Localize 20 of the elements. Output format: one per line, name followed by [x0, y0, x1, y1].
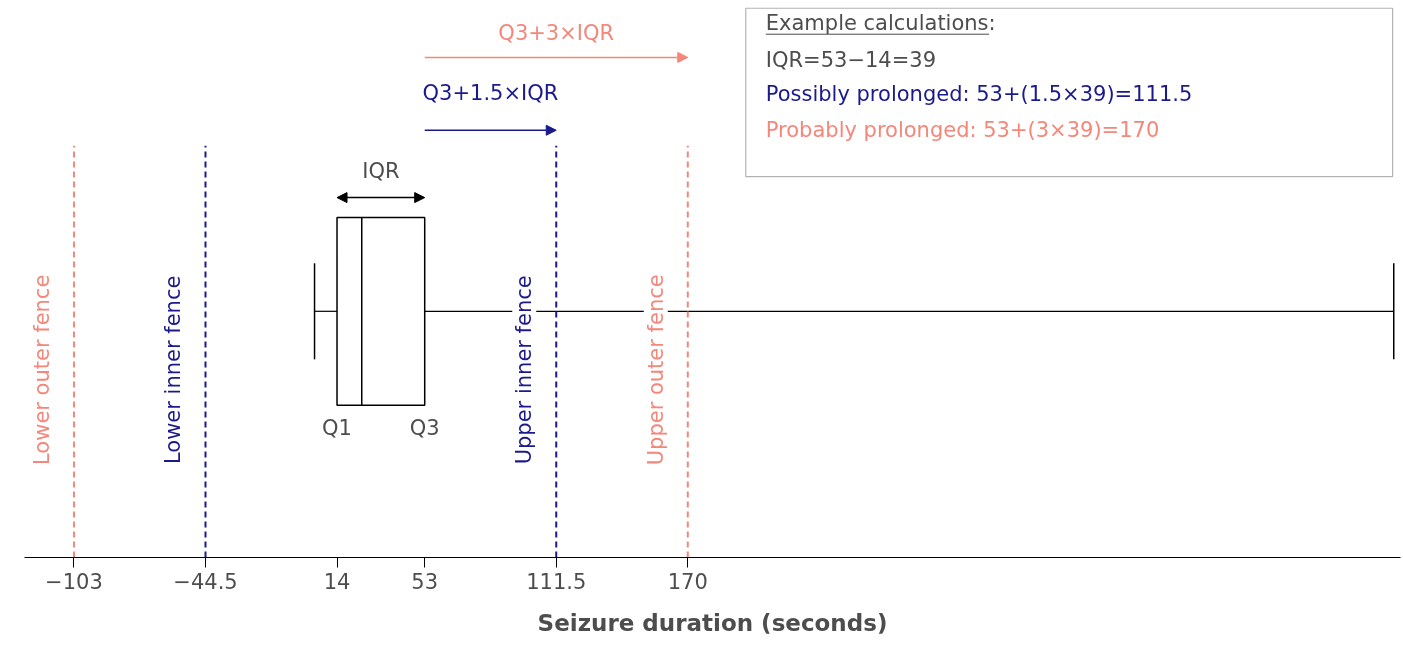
x-tick-label: 111.5: [526, 569, 587, 594]
x-tick-label: −44.5: [173, 569, 238, 594]
annotation: Q1: [322, 416, 352, 441]
text: Q3+3×IQR: [498, 21, 615, 46]
annotation: Q3: [409, 416, 440, 441]
annotation: IQR: [362, 159, 400, 184]
text: IQR=53−14=39: [765, 47, 937, 72]
text: Q3+1.5×IQR: [422, 80, 559, 105]
x-tick-label: 53: [411, 569, 439, 594]
text: Example calculations:: [765, 10, 996, 35]
ref-line-label: Lower inner fence: [161, 275, 186, 464]
ref-line-label: Upper inner fence: [512, 275, 537, 465]
x-tick-label: 170: [667, 569, 708, 594]
text: Possibly prolonged: 53+(1.5×39)=111.5: [765, 82, 1193, 107]
x-axis-title: Seizure duration (seconds): [537, 609, 888, 636]
ref-line-label: Upper outer fence: [643, 274, 668, 466]
x-tick-label: −103: [45, 569, 103, 594]
x-tick-label: 14: [323, 569, 351, 594]
text: Probably prolonged: 53+(3×39)=170: [765, 117, 1160, 142]
ref-line-label: Lower outer fence: [29, 274, 54, 465]
